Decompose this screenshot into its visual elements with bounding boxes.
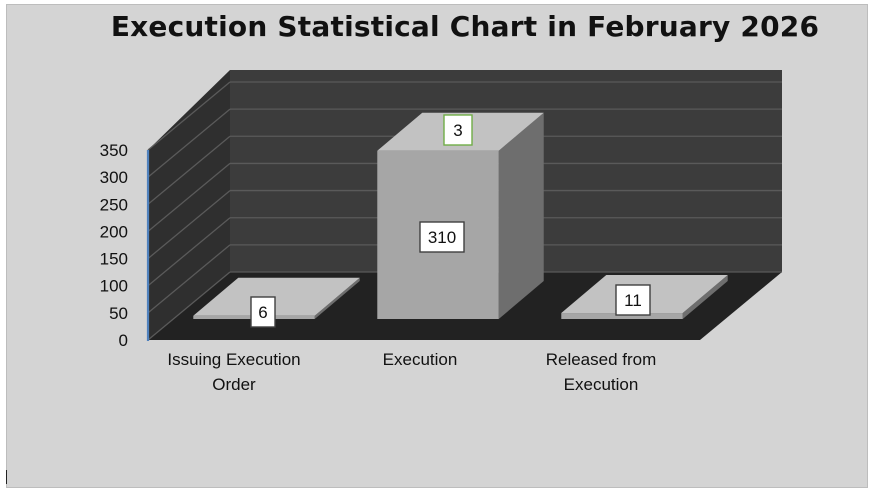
gridline [147, 190, 231, 260]
y-tick-label: 50 [109, 304, 128, 323]
text-cursor [6, 470, 7, 484]
data-label-text: 3 [453, 121, 462, 140]
data-label-box [615, 284, 651, 316]
y-tick-label: 350 [100, 141, 128, 160]
data-label-text: 6 [258, 303, 267, 322]
bar-top [193, 277, 360, 316]
data-label: 6 [250, 296, 276, 328]
gridline [147, 81, 231, 151]
category-label: Execution [383, 350, 458, 369]
x-axis: Issuing Execution Order Execution Released … [167, 350, 656, 394]
data-label-text: 310 [428, 228, 456, 247]
gridline [147, 271, 231, 341]
y-tick-label: 200 [100, 222, 128, 241]
category-label: Execution [564, 375, 639, 394]
gridline [147, 217, 231, 287]
category-label: Released from [546, 350, 657, 369]
bar-side [498, 112, 544, 319]
data-label-text: 11 [624, 291, 642, 310]
y-tick-label: 250 [100, 195, 128, 214]
y-axis: 0 50 100 150 200 250 300 350 [100, 141, 150, 350]
bar [561, 313, 683, 319]
y-tick-label: 300 [100, 168, 128, 187]
gridline [147, 162, 231, 232]
data-label: 310 [419, 221, 465, 253]
data-label-box [443, 114, 473, 146]
y-tick-label: 0 [119, 331, 128, 350]
category-label: Issuing Execution [167, 350, 300, 369]
gridline [147, 244, 231, 314]
data-label-box [419, 221, 465, 253]
category-label: Order [212, 375, 256, 394]
side-wall [148, 70, 230, 340]
gridline [147, 135, 231, 205]
bar-side [314, 277, 360, 319]
data-label: 11 [615, 284, 651, 316]
data-label-box [250, 296, 276, 328]
chart-title: Execution Statistical Chart in February … [110, 10, 820, 43]
y-tick-label: 150 [100, 250, 128, 269]
bar-side [682, 275, 728, 319]
data-labels: 6 310 11 3 [250, 114, 651, 328]
annotation-label: 3 [443, 114, 473, 146]
y-tick-label: 100 [100, 277, 128, 296]
gridline [147, 108, 231, 178]
